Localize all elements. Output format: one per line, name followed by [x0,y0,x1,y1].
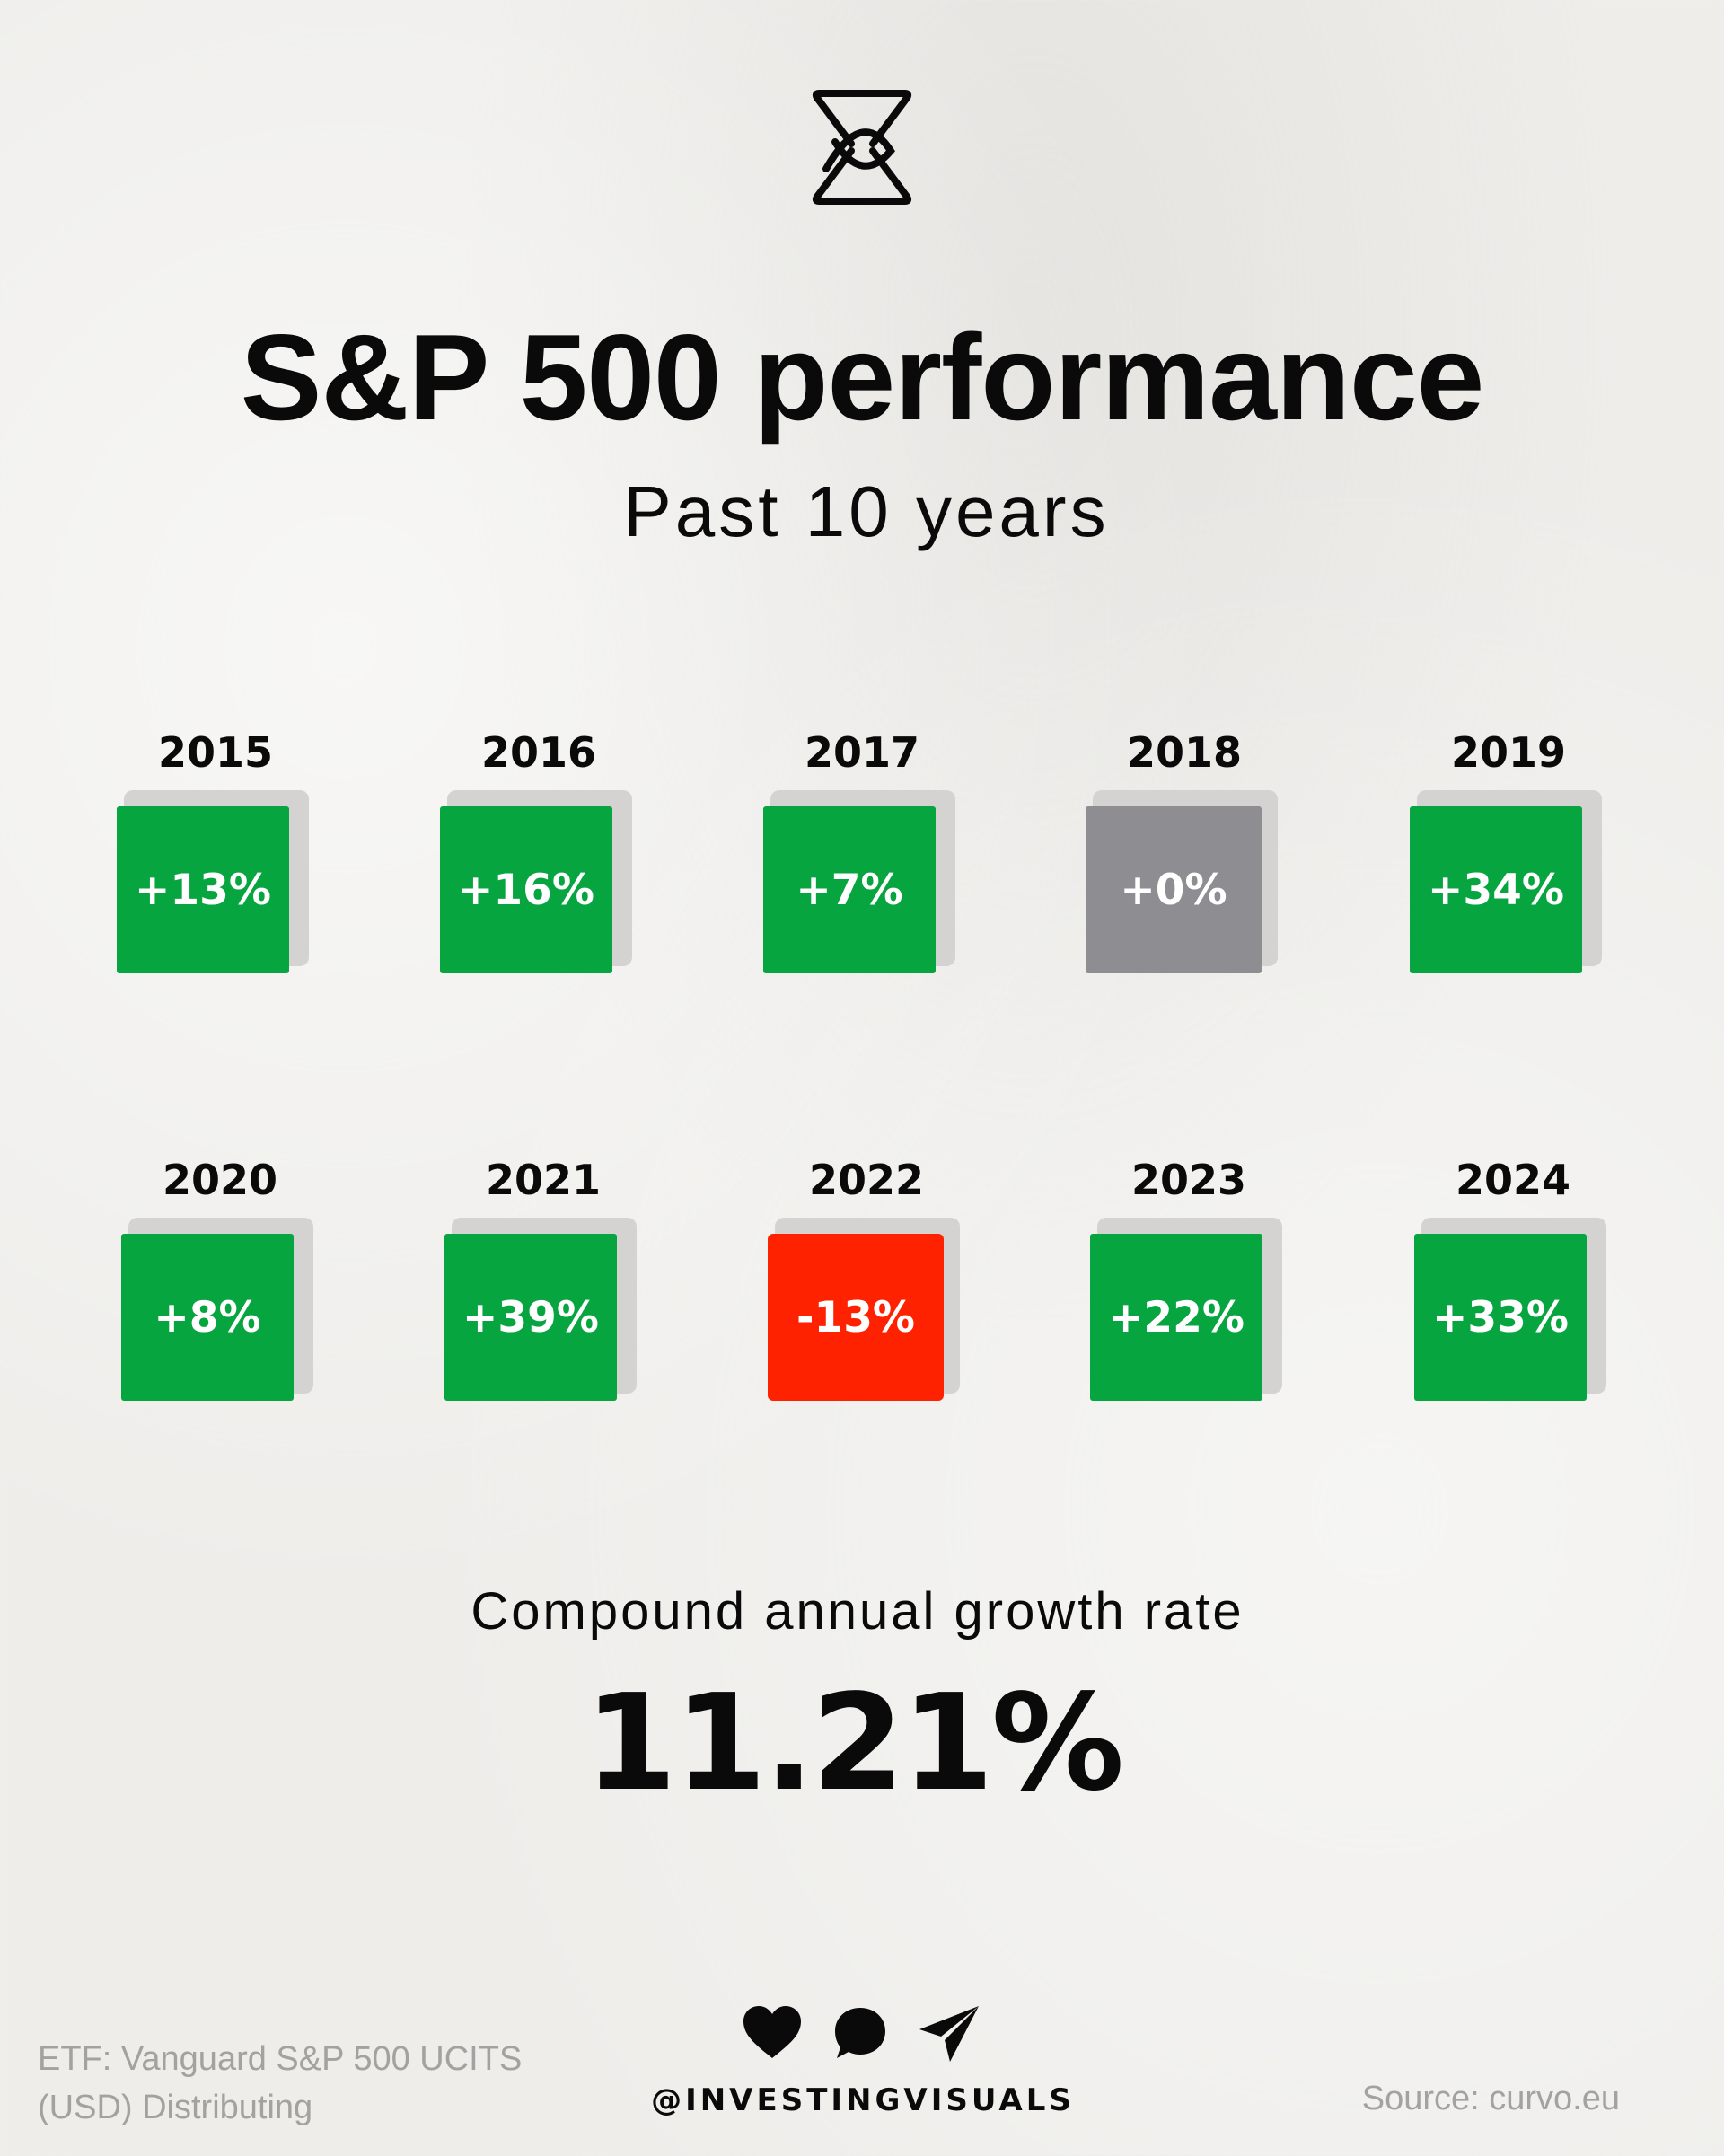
year-label: 2019 [1450,728,1567,777]
send-icon[interactable] [918,2004,982,2065]
etf-note-line-2: (USD) Distributing [38,2089,313,2126]
year-cell-2015: 2015 +13% [117,727,314,979]
return-value: +33% [1432,1292,1569,1342]
year-cell-2018: 2018 +0% [1086,727,1283,979]
year-label: 2020 [162,1156,278,1204]
year-label: 2017 [804,728,920,777]
return-value: +13% [135,865,271,915]
year-label: 2023 [1130,1156,1247,1204]
year-cell-2020: 2020 +8% [121,1155,319,1406]
return-value: -13% [796,1292,915,1342]
return-box: +0% [1086,806,1262,973]
return-value: +39% [462,1292,599,1342]
cagr-label: Compound annual growth rate [471,1582,1245,1641]
comment-icon[interactable] [831,2004,889,2062]
return-box: +7% [763,806,936,973]
return-box: +16% [440,806,612,973]
page-title: S&P 500 performance [240,309,1485,445]
year-cell-2022: 2022 -13% [768,1155,965,1406]
heart-icon[interactable] [742,2004,803,2062]
year-cell-2019: 2019 +34% [1410,727,1607,979]
year-label: 2018 [1126,728,1243,777]
year-label: 2015 [157,728,274,777]
return-value: +8% [154,1292,261,1342]
return-box: +34% [1410,806,1582,973]
account-handle[interactable]: @INVESTINGVISUALS [651,2082,1075,2118]
year-cell-2023: 2023 +22% [1090,1155,1288,1406]
year-label: 2021 [485,1156,602,1204]
return-box: +33% [1414,1234,1587,1401]
return-value: +16% [458,865,594,915]
year-cell-2021: 2021 +39% [444,1155,642,1406]
return-value: +0% [1120,865,1227,915]
cagr-value: 11.21% [584,1666,1124,1820]
yearly-returns-grid: 2015 +13% 2016 +16% 2017 +7% 2018 +0% 2019 +34% 20… [117,727,1612,1406]
return-box: +8% [121,1234,294,1401]
return-value: +22% [1108,1292,1245,1342]
etf-note: ETF: Vanguard S&P 500 UCITS (USD) Distri… [38,2035,612,2132]
year-cell-2016: 2016 +16% [440,727,638,979]
year-cell-2017: 2017 +7% [763,727,961,979]
return-box: +39% [444,1234,617,1401]
page-subtitle: Past 10 years [623,471,1110,551]
year-label: 2022 [808,1156,925,1204]
source-credit: Source: curvo.eu [1361,2080,1620,2117]
return-box: +13% [117,806,289,973]
return-value: +34% [1428,865,1564,915]
return-box: +22% [1090,1234,1262,1401]
hourglass-loop-icon [812,90,912,205]
return-box: -13% [768,1234,944,1401]
year-cell-2024: 2024 +33% [1414,1155,1612,1406]
year-label: 2016 [480,728,597,777]
social-icons [742,2004,984,2076]
etf-note-line-1: ETF: Vanguard S&P 500 UCITS [38,2040,523,2078]
return-value: +7% [796,865,903,915]
year-label: 2024 [1455,1156,1571,1204]
